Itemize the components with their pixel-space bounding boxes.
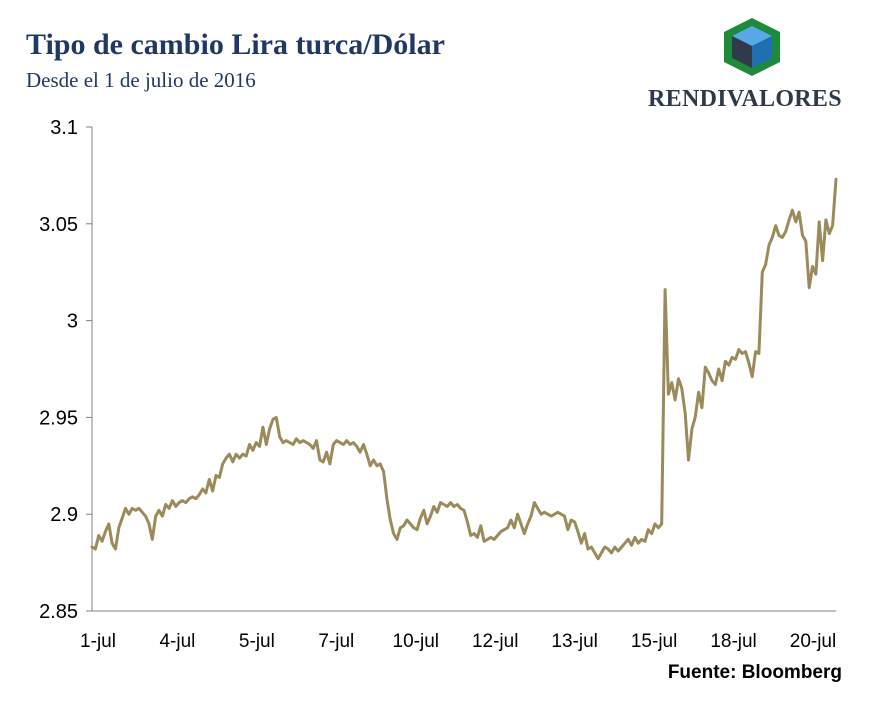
page-subtitle: Desde el 1 de julio de 2016 (26, 68, 256, 92)
chart-series (90, 177, 838, 561)
y-tick-label: 3.1 (50, 117, 78, 139)
logo-text: RENDIVALORES (648, 86, 842, 112)
x-tick-label: 12-jul (472, 631, 518, 652)
x-tick-label: 5-jul (239, 631, 275, 652)
cube-logo-icon (724, 18, 780, 76)
y-tick-label: 2.95 (39, 407, 78, 429)
page-title: Tipo de cambio Lira turca/Dólar (26, 28, 445, 61)
y-tick-label: 3.05 (39, 214, 78, 236)
x-tick-label: 20-jul (790, 631, 836, 652)
y-tick-label: 2.9 (50, 504, 78, 526)
x-tick-label: 10-jul (393, 631, 439, 652)
x-tick-label: 13-jul (551, 631, 597, 652)
x-tick-label: 1-jul (80, 631, 116, 652)
x-tick-label: 15-jul (631, 631, 677, 652)
x-axis-ticks: 1-jul 4-jul 5-jul 7-jul 10-jul 12-jul 13-jul 15… (80, 631, 836, 652)
x-tick-label: 7-jul (318, 631, 354, 652)
source-note: Fuente: Bloomberg (667, 662, 842, 683)
x-tick-label: 4-jul (159, 631, 195, 652)
series-line (90, 177, 838, 561)
chart-axes (91, 127, 836, 612)
x-tick-label: 18-jul (710, 631, 756, 652)
y-axis-ticks: 2.85 2.9 2.95 3 3.05 3.1 (39, 117, 92, 623)
y-tick-label: 2.85 (39, 601, 78, 623)
y-tick-label: 3 (67, 311, 78, 333)
rendivalores-logo: RENDIVALORES (648, 16, 858, 116)
